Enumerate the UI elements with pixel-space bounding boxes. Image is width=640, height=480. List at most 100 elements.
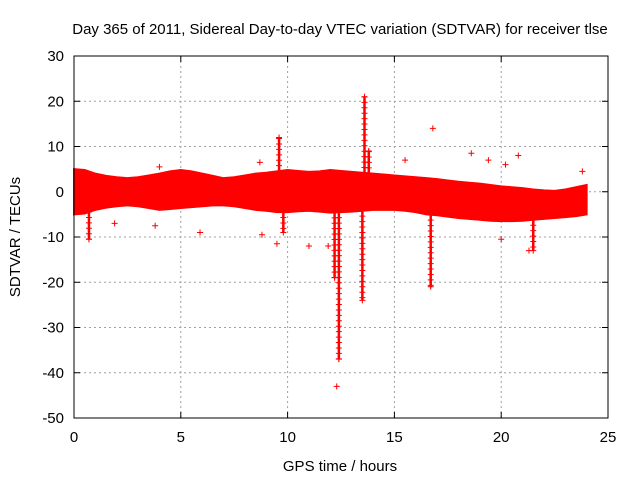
outlier-point — [515, 152, 522, 159]
dip-point — [427, 228, 434, 235]
dip-point — [427, 249, 434, 256]
dip-point — [335, 241, 342, 248]
outlier-point — [273, 240, 280, 247]
series-sdtvar — [73, 93, 588, 390]
dip-point — [359, 256, 366, 263]
spike-point — [361, 104, 368, 111]
spike-point — [361, 137, 368, 144]
spike-point — [276, 151, 283, 158]
spike-point — [276, 157, 283, 164]
dip-point — [85, 219, 92, 226]
dip-point — [335, 339, 342, 346]
dip-point — [427, 244, 434, 251]
dip-point — [335, 356, 342, 363]
dip-point — [335, 296, 342, 303]
dip-point — [85, 209, 92, 216]
x-tick-label: 15 — [386, 429, 403, 446]
dip-point — [85, 214, 92, 221]
outlier-point — [402, 157, 409, 164]
spike-point — [276, 134, 283, 141]
dip-point — [359, 218, 366, 225]
dip-point — [85, 230, 92, 237]
dip-point — [427, 260, 434, 267]
dip-point — [427, 266, 434, 273]
dip-point — [359, 267, 366, 274]
dip-point — [335, 263, 342, 270]
spike-point — [365, 164, 372, 171]
outlier-point — [498, 236, 505, 243]
outlier-point — [111, 220, 118, 227]
dip-point — [359, 207, 366, 214]
dip-point — [335, 209, 342, 216]
outlier-point — [258, 231, 265, 238]
x-tick-label: 20 — [493, 429, 510, 446]
data-band — [73, 168, 588, 223]
dip-point — [335, 323, 342, 330]
spike-point — [361, 131, 368, 138]
spike-point — [361, 115, 368, 122]
dip-point — [335, 344, 342, 351]
outlier-point — [502, 161, 509, 168]
outlier-point — [156, 163, 163, 170]
y-tick-label: -50 — [42, 410, 64, 427]
dip-point — [335, 334, 342, 341]
outlier-point — [468, 150, 475, 157]
y-tick-label: 20 — [47, 93, 64, 110]
dip-point — [359, 240, 366, 247]
dip-point — [530, 233, 537, 240]
dip-point — [335, 285, 342, 292]
dip-point — [335, 306, 342, 313]
y-tick-label: 30 — [47, 48, 64, 65]
outlier-point — [305, 243, 312, 250]
spike-point — [365, 159, 372, 166]
dip-point — [427, 255, 434, 262]
x-tick-label: 10 — [279, 429, 296, 446]
dip-point — [335, 252, 342, 259]
dip-point — [359, 289, 366, 296]
dip-point — [335, 220, 342, 227]
outlier-point — [579, 168, 586, 175]
axis-ticks: 0 5 10 15 20 25 -50 -40 -30 -20 -10 0 10 20 30 — [42, 48, 616, 446]
spike-point — [361, 121, 368, 128]
spike-point — [365, 170, 372, 177]
spike-point — [361, 93, 368, 100]
outlier-point — [333, 383, 340, 390]
dip-point — [427, 217, 434, 224]
dip-point — [530, 238, 537, 245]
chart-title: Day 365 of 2011, Sidereal Day-to-day VTE… — [72, 21, 608, 38]
dip-point — [335, 236, 342, 243]
outlier-point — [325, 243, 332, 250]
spike-point — [276, 140, 283, 147]
dip-point — [427, 211, 434, 218]
dip-point — [530, 222, 537, 229]
dip-point — [335, 225, 342, 232]
dip-point — [85, 236, 92, 243]
dip-point — [359, 224, 366, 231]
dip-point — [335, 214, 342, 221]
dip-point — [359, 234, 366, 241]
spike-point — [276, 162, 283, 169]
spike-point — [365, 148, 372, 155]
y-axis-label: SDTVAR / TECUs — [7, 177, 24, 297]
grid-lines — [74, 56, 608, 418]
spike-point — [361, 110, 368, 117]
dip-point — [335, 317, 342, 324]
spike-point — [365, 153, 372, 160]
spike-point — [276, 168, 283, 175]
dip-point — [427, 271, 434, 278]
dip-point — [359, 272, 366, 279]
dip-point — [335, 230, 342, 237]
dip-point — [359, 229, 366, 236]
dip-point — [335, 268, 342, 275]
dip-point — [359, 283, 366, 290]
dip-point — [335, 312, 342, 319]
dip-point — [335, 258, 342, 265]
spike-point — [361, 126, 368, 133]
outlier-point — [256, 159, 263, 166]
dip-point — [359, 297, 366, 304]
dip-point — [427, 283, 434, 290]
dip-point — [335, 274, 342, 281]
outlier-point — [152, 222, 159, 229]
plot-frame — [73, 55, 609, 419]
